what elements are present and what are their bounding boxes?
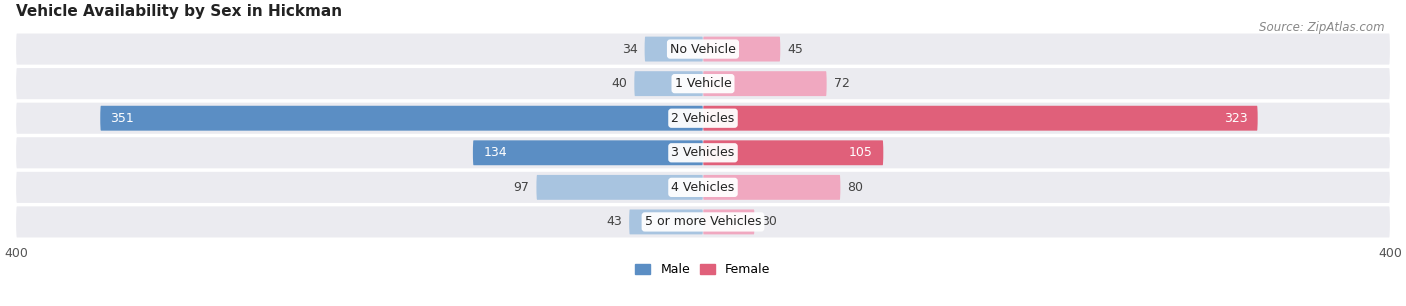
FancyBboxPatch shape [472, 140, 703, 165]
Text: 105: 105 [849, 146, 873, 159]
Text: 34: 34 [621, 43, 638, 56]
FancyBboxPatch shape [100, 106, 703, 131]
FancyBboxPatch shape [703, 71, 827, 96]
Legend: Male, Female: Male, Female [630, 258, 776, 281]
Text: 97: 97 [513, 181, 530, 194]
FancyBboxPatch shape [15, 34, 1391, 65]
Text: 2 Vehicles: 2 Vehicles [672, 112, 734, 125]
Text: 72: 72 [834, 77, 849, 90]
FancyBboxPatch shape [703, 175, 841, 200]
FancyBboxPatch shape [703, 37, 780, 62]
Text: Vehicle Availability by Sex in Hickman: Vehicle Availability by Sex in Hickman [15, 4, 342, 19]
FancyBboxPatch shape [628, 210, 703, 234]
Text: 134: 134 [484, 146, 506, 159]
FancyBboxPatch shape [15, 103, 1391, 134]
FancyBboxPatch shape [703, 210, 755, 234]
Text: Source: ZipAtlas.com: Source: ZipAtlas.com [1260, 21, 1385, 34]
Text: 5 or more Vehicles: 5 or more Vehicles [645, 215, 761, 229]
FancyBboxPatch shape [15, 137, 1391, 168]
FancyBboxPatch shape [703, 140, 883, 165]
Text: 351: 351 [111, 112, 135, 125]
Text: 1 Vehicle: 1 Vehicle [675, 77, 731, 90]
FancyBboxPatch shape [703, 106, 1258, 131]
FancyBboxPatch shape [537, 175, 703, 200]
FancyBboxPatch shape [15, 172, 1391, 203]
FancyBboxPatch shape [15, 206, 1391, 237]
Text: No Vehicle: No Vehicle [671, 43, 735, 56]
FancyBboxPatch shape [644, 37, 703, 62]
Text: 40: 40 [612, 77, 627, 90]
Text: 30: 30 [762, 215, 778, 229]
Text: 3 Vehicles: 3 Vehicles [672, 146, 734, 159]
FancyBboxPatch shape [634, 71, 703, 96]
Text: 4 Vehicles: 4 Vehicles [672, 181, 734, 194]
Text: 43: 43 [606, 215, 623, 229]
FancyBboxPatch shape [15, 68, 1391, 99]
Text: 80: 80 [848, 181, 863, 194]
Text: 45: 45 [787, 43, 803, 56]
Text: 323: 323 [1223, 112, 1247, 125]
